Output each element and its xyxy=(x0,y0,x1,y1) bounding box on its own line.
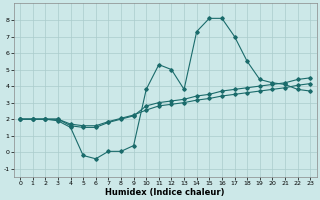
X-axis label: Humidex (Indice chaleur): Humidex (Indice chaleur) xyxy=(105,188,225,197)
